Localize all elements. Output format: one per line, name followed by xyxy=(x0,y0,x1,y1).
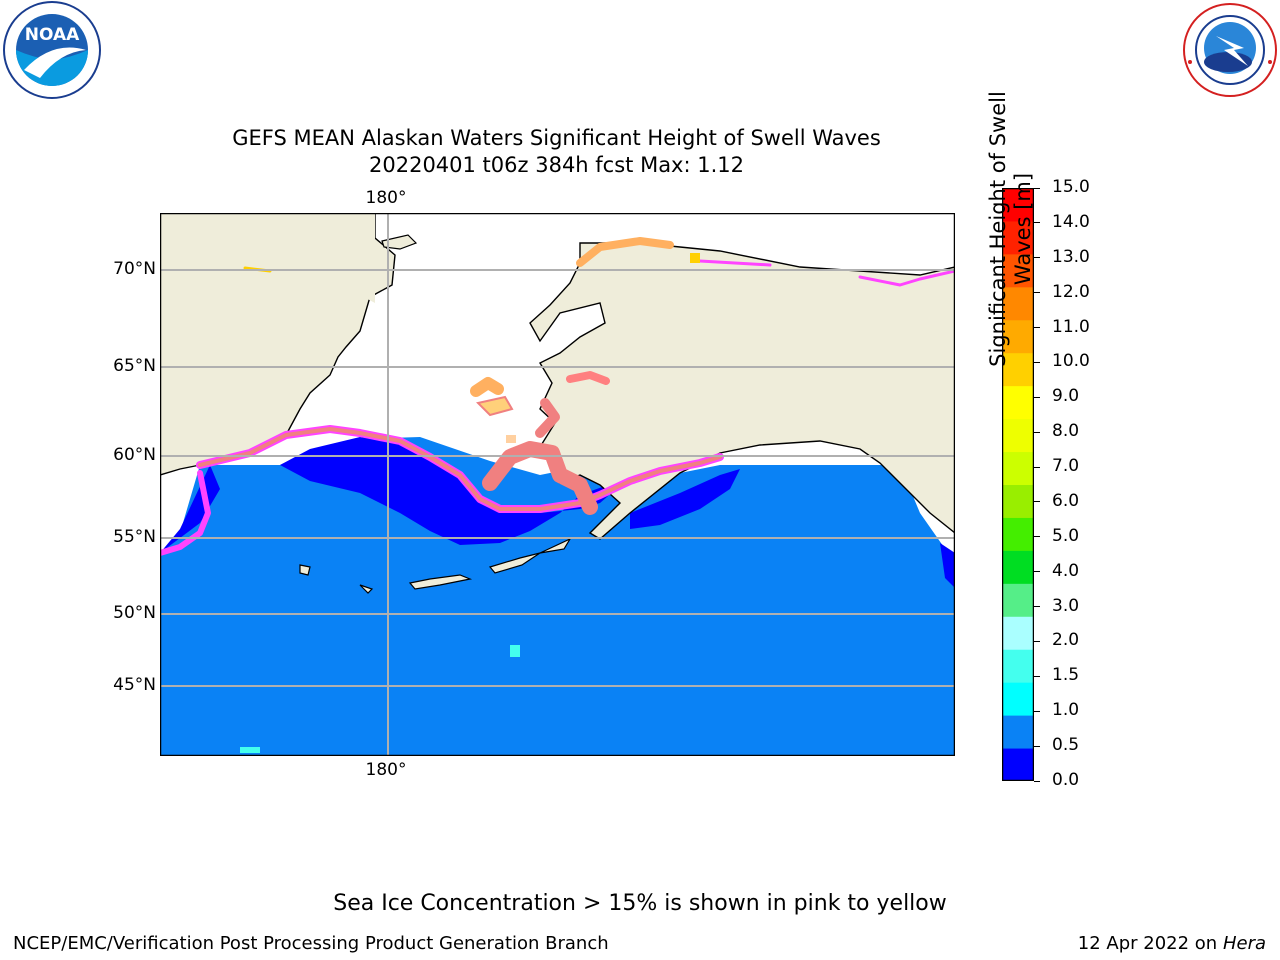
colorbar-tick-label: 8.0 xyxy=(1052,421,1080,442)
colorbar-swatch xyxy=(1002,286,1034,321)
colorbar-tick-mark xyxy=(1034,222,1040,224)
footer-machine: Hera xyxy=(1222,933,1266,954)
colorbar-tick-label: 10.0 xyxy=(1052,351,1090,372)
ocean-light xyxy=(160,437,955,756)
chart-subtitle: 20220401 t06z 384h fcst Max: 1.12 xyxy=(369,153,744,177)
colorbar-tick-mark xyxy=(1034,606,1040,608)
colorbar-swatch xyxy=(1002,253,1034,288)
colorbar-swatch xyxy=(1002,748,1034,781)
colorbar-tick-mark xyxy=(1034,327,1040,329)
colorbar-label-line2: Waves [m] xyxy=(1011,172,1035,286)
colorbar-swatch xyxy=(1002,583,1034,617)
colorbar-tick-mark xyxy=(1034,187,1040,189)
colorbar-swatch xyxy=(1002,517,1034,551)
noaa-logo: NOAA xyxy=(0,0,104,104)
colorbar-tick-label: 13.0 xyxy=(1052,246,1090,267)
colorbar-tick-label: 6.0 xyxy=(1052,490,1080,511)
land-aleutians xyxy=(299,537,572,594)
ocean-dark-east xyxy=(940,543,955,588)
colorbar-swatches xyxy=(1002,188,1034,781)
lat-label-65: 65°N xyxy=(113,356,156,376)
noaa-logo-text: NOAA xyxy=(25,25,80,45)
nws-logo xyxy=(1178,0,1280,100)
footer-date: 12 Apr 2022 on Hera xyxy=(1078,933,1266,954)
colorbar-tick-mark xyxy=(1034,361,1040,363)
footer-org: NCEP/EMC/Verification Post Processing Pr… xyxy=(13,933,609,954)
colorbar-tick-label: 9.0 xyxy=(1052,386,1080,407)
colorbar-tick-label: 11.0 xyxy=(1052,316,1090,337)
lat-label-55: 55°N xyxy=(113,527,156,547)
colorbar-swatch xyxy=(1002,682,1034,716)
colorbar-swatch xyxy=(1002,385,1034,420)
colorbar-tick-label: 3.0 xyxy=(1052,595,1080,616)
colorbar-tick-label: 7.0 xyxy=(1052,456,1080,477)
colorbar-label-line1: Significant Height of Swell xyxy=(986,91,1010,367)
footer-date-text: 12 Apr 2022 on xyxy=(1077,933,1223,954)
colorbar-tick-label: 1.0 xyxy=(1052,700,1080,721)
colorbar-swatch xyxy=(1002,715,1034,749)
chart-title: GEFS MEAN Alaskan Waters Significant Hei… xyxy=(232,126,881,150)
lat-label-45: 45°N xyxy=(113,675,156,695)
colorbar-tick-label: 4.0 xyxy=(1052,560,1080,581)
map-frame xyxy=(160,213,955,756)
colorbar-tick-mark xyxy=(1034,257,1040,259)
colorbar-swatch xyxy=(1002,484,1034,518)
colorbar-swatch xyxy=(1002,550,1034,584)
colorbar-tick-label: 5.0 xyxy=(1052,525,1080,546)
colorbar-tick-mark xyxy=(1034,745,1040,747)
lat-label-70: 70°N xyxy=(113,259,156,279)
lat-label-50: 50°N xyxy=(113,603,156,623)
colorbar-swatch xyxy=(1002,220,1034,255)
map-panel xyxy=(160,213,955,756)
colorbar-tick-label: 14.0 xyxy=(1052,211,1090,232)
lon-label-top: 180° xyxy=(365,188,407,208)
colorbar xyxy=(1002,188,1034,781)
colorbar-tick-mark xyxy=(1034,640,1040,642)
land-wrangel xyxy=(381,234,418,250)
land-alaska xyxy=(529,242,955,540)
colorbar-swatch xyxy=(1002,616,1034,650)
colorbar-tick-mark xyxy=(1034,710,1040,712)
colorbar-tick-mark xyxy=(1034,571,1040,573)
lat-label-60: 60°N xyxy=(113,445,156,465)
colorbar-tick-label: 0.5 xyxy=(1052,735,1080,756)
lon-label-bottom: 180° xyxy=(365,760,407,780)
ocean-dark-shelf xyxy=(280,437,630,545)
graticule xyxy=(160,213,955,756)
colorbar-swatch xyxy=(1002,649,1034,683)
colorbar-tick-mark xyxy=(1034,780,1040,782)
colorbar-swatch xyxy=(1002,319,1034,354)
colorbar-swatch xyxy=(1002,451,1034,485)
colorbar-tick-mark xyxy=(1034,501,1040,503)
colorbar-tick-label: 2.0 xyxy=(1052,630,1080,651)
colorbar-tick-label: 15.0 xyxy=(1052,177,1090,197)
colorbar-tick-label: 1.5 xyxy=(1052,665,1080,686)
sea-ice-yellow-patch xyxy=(690,253,700,263)
colorbar-tick-mark xyxy=(1034,536,1040,538)
colorbar-swatch xyxy=(1002,352,1034,387)
colorbar-tick-mark xyxy=(1034,431,1040,433)
colorbar-swatch xyxy=(1002,188,1034,222)
ocean-dark-gulf xyxy=(630,469,740,529)
sea-ice-pale-patch xyxy=(506,435,516,443)
land-arctic-coast xyxy=(160,213,375,303)
colorbar-tick-mark xyxy=(1034,292,1040,294)
sea-ice-note: Sea Ice Concentration > 15% is shown in … xyxy=(333,891,947,916)
cyan-specks xyxy=(240,645,520,753)
colorbar-tick-mark xyxy=(1034,396,1040,398)
colorbar-tick-label: 0.0 xyxy=(1052,770,1080,790)
colorbar-tick-mark xyxy=(1034,466,1040,468)
colorbar-frame xyxy=(1002,188,1034,781)
colorbar-swatch xyxy=(1002,418,1034,453)
land-st-lawrence xyxy=(476,395,514,417)
colorbar-tick-mark xyxy=(1034,675,1040,677)
colorbar-tick-label: 12.0 xyxy=(1052,281,1090,302)
